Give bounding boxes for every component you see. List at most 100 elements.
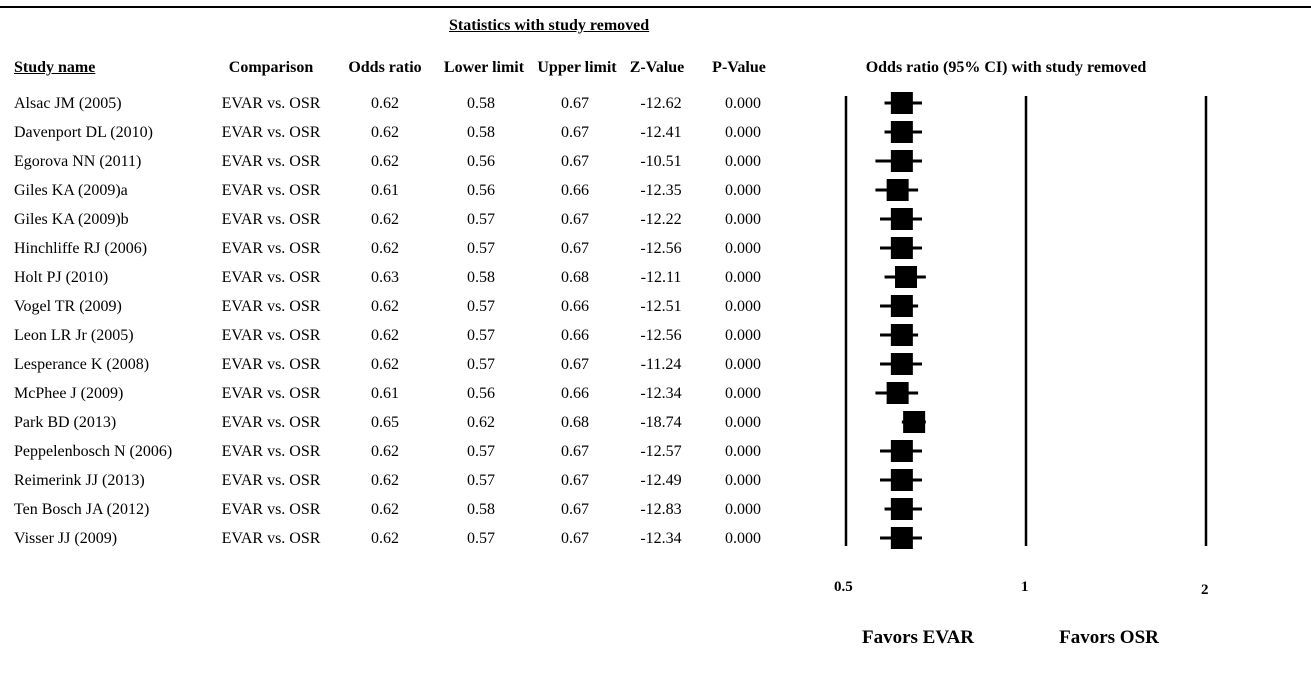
- z-value-cell: -12.56: [640, 240, 682, 257]
- table-row: Reimerink JJ (2013) EVAR vs. OSR 0.62 0.57 0…: [0, 466, 800, 495]
- header-study-name: Study name: [14, 59, 96, 76]
- comparison-cell: EVAR vs. OSR: [221, 211, 321, 228]
- upper-limit-cell: 0.66: [561, 298, 589, 315]
- odds-ratio-cell: 0.62: [371, 153, 399, 170]
- upper-limit-cell: 0.67: [561, 530, 589, 547]
- odds-ratio-cell: 0.62: [371, 327, 399, 344]
- p-value-cell: 0.000: [725, 472, 761, 489]
- odds-ratio-marker: [890, 208, 913, 230]
- lower-limit-cell: 0.57: [467, 443, 495, 460]
- comparison-cell: EVAR vs. OSR: [221, 414, 321, 431]
- lower-limit-cell: 0.56: [467, 182, 495, 199]
- z-value-cell: -12.41: [640, 124, 682, 141]
- table-row: Peppelenbosch N (2006) EVAR vs. OSR 0.62 0.…: [0, 437, 800, 466]
- lower-limit-cell: 0.62: [467, 414, 495, 431]
- table-row: McPhee J (2009) EVAR vs. OSR 0.61 0.56 0.66 -…: [0, 379, 800, 408]
- table-row: Ten Bosch JA (2012) EVAR vs. OSR 0.62 0.58 0…: [0, 495, 800, 524]
- study-name-cell: Visser JJ (2009): [14, 530, 118, 547]
- comparison-cell: EVAR vs. OSR: [221, 327, 321, 344]
- table-row: Hinchliffe RJ (2006) EVAR vs. OSR 0.62 0.57…: [0, 234, 800, 263]
- lower-limit-cell: 0.58: [467, 124, 495, 141]
- z-value-cell: -12.22: [640, 211, 682, 228]
- plot-title: Odds ratio (95% CI) with study removed: [865, 59, 1147, 76]
- z-value-cell: -12.83: [640, 501, 682, 518]
- lower-limit-cell: 0.57: [467, 240, 495, 257]
- lower-limit-cell: 0.57: [467, 211, 495, 228]
- odds-ratio-marker: [890, 324, 913, 346]
- odds-ratio-marker: [886, 179, 909, 201]
- study-name-cell: McPhee J (2009): [14, 385, 124, 402]
- table-row: Alsac JM (2005) EVAR vs. OSR 0.62 0.58 0.67 -…: [0, 89, 800, 118]
- header-z-value: Z-Value: [629, 59, 685, 76]
- table-row: Vogel TR (2009) EVAR vs. OSR 0.62 0.57 0.66 -…: [0, 292, 800, 321]
- section-title: Statistics with study removed: [449, 17, 650, 34]
- z-value-cell: -18.74: [640, 414, 682, 431]
- table-row: Lesperance K (2008) EVAR vs. OSR 0.62 0.57 0…: [0, 350, 800, 379]
- comparison-cell: EVAR vs. OSR: [221, 240, 321, 257]
- odds-ratio-cell: 0.62: [371, 298, 399, 315]
- study-name-cell: Holt PJ (2010): [14, 269, 109, 286]
- p-value-cell: 0.000: [725, 153, 761, 170]
- odds-ratio-cell: 0.61: [371, 385, 399, 402]
- study-name-cell: Davenport DL (2010): [14, 124, 153, 141]
- z-value-cell: -12.51: [640, 298, 682, 315]
- upper-limit-cell: 0.67: [561, 211, 589, 228]
- study-name-cell: Giles KA (2009)b: [14, 211, 129, 228]
- p-value-cell: 0.000: [725, 124, 761, 141]
- odds-ratio-marker: [890, 150, 913, 172]
- z-value-cell: -12.34: [640, 530, 682, 547]
- odds-ratio-cell: 0.62: [371, 356, 399, 373]
- lower-limit-cell: 0.57: [467, 327, 495, 344]
- p-value-cell: 0.000: [725, 443, 761, 460]
- odds-ratio-cell: 0.62: [371, 211, 399, 228]
- odds-ratio-cell: 0.61: [371, 182, 399, 199]
- study-name-cell: Hinchliffe RJ (2006): [14, 240, 148, 257]
- comparison-cell: EVAR vs. OSR: [221, 472, 321, 489]
- odds-ratio-marker: [890, 469, 913, 491]
- z-value-cell: -12.35: [640, 182, 682, 199]
- z-value-cell: -12.11: [640, 269, 682, 286]
- table-row: Leon LR Jr (2005) EVAR vs. OSR 0.62 0.57 0.6…: [0, 321, 800, 350]
- p-value-cell: 0.000: [725, 327, 761, 344]
- lower-limit-cell: 0.57: [467, 530, 495, 547]
- study-name-cell: Peppelenbosch N (2006): [14, 443, 173, 460]
- upper-limit-cell: 0.67: [561, 124, 589, 141]
- odds-ratio-marker: [890, 92, 913, 114]
- z-value-cell: -12.34: [640, 385, 682, 402]
- odds-ratio-marker: [890, 295, 913, 317]
- lower-limit-cell: 0.57: [467, 298, 495, 315]
- table-row: Giles KA (2009)b EVAR vs. OSR 0.62 0.57 0.67…: [0, 205, 800, 234]
- comparison-cell: EVAR vs. OSR: [221, 298, 321, 315]
- header-p-value: P-Value: [712, 59, 766, 76]
- lower-limit-cell: 0.58: [467, 95, 495, 112]
- study-name-cell: Vogel TR (2009): [14, 298, 122, 315]
- header-lower-limit: Lower limit: [443, 59, 525, 76]
- z-value-cell: -10.51: [640, 153, 682, 170]
- favors-evar-label: Favors EVAR: [861, 627, 975, 648]
- z-value-cell: -12.57: [640, 443, 682, 460]
- lower-limit-cell: 0.56: [467, 153, 495, 170]
- upper-limit-cell: 0.68: [561, 269, 589, 286]
- table-row: Holt PJ (2010) EVAR vs. OSR 0.63 0.58 0.68 -1…: [0, 263, 800, 292]
- p-value-cell: 0.000: [725, 385, 761, 402]
- study-name-cell: Giles KA (2009)a: [14, 182, 128, 199]
- table-row: Davenport DL (2010) EVAR vs. OSR 0.62 0.58 0…: [0, 118, 800, 147]
- tick-label-2: 2: [1201, 582, 1209, 598]
- lower-limit-cell: 0.58: [467, 269, 495, 286]
- table-row: Giles KA (2009)a EVAR vs. OSR 0.61 0.56 0.66…: [0, 176, 800, 205]
- odds-ratio-cell: 0.63: [371, 269, 399, 286]
- odds-ratio-cell: 0.65: [371, 414, 399, 431]
- study-name-cell: Lesperance K (2008): [14, 356, 150, 373]
- upper-limit-cell: 0.67: [561, 240, 589, 257]
- tick-label-1: 1: [1021, 579, 1029, 595]
- study-name-cell: Reimerink JJ (2013): [14, 472, 145, 489]
- p-value-cell: 0.000: [725, 298, 761, 315]
- odds-ratio-marker: [890, 237, 913, 259]
- lower-limit-cell: 0.56: [467, 385, 495, 402]
- comparison-cell: EVAR vs. OSR: [221, 443, 321, 460]
- p-value-cell: 0.000: [725, 211, 761, 228]
- odds-ratio-marker: [890, 353, 913, 375]
- odds-ratio-cell: 0.62: [371, 240, 399, 257]
- upper-limit-cell: 0.67: [561, 443, 589, 460]
